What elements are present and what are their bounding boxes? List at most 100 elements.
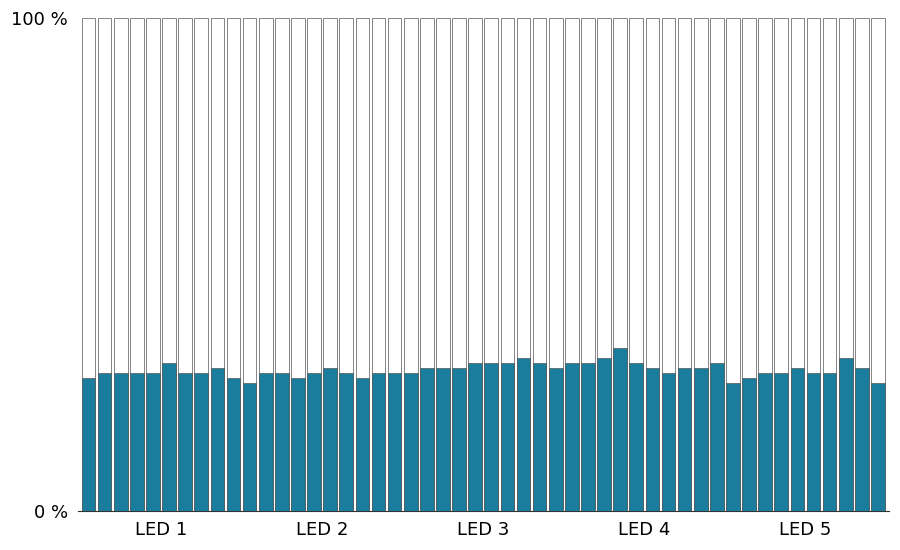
Bar (259, 18, 273, 511)
Bar (774, 373, 788, 511)
Bar (404, 18, 418, 511)
Bar (581, 18, 595, 511)
Bar (194, 373, 208, 511)
Bar (839, 18, 852, 511)
Bar (227, 378, 240, 511)
Bar (645, 368, 659, 511)
Bar (726, 18, 740, 511)
Bar (871, 383, 885, 511)
Bar (178, 373, 192, 511)
Bar (291, 378, 305, 511)
Bar (565, 18, 579, 511)
Bar (839, 358, 852, 511)
Bar (484, 363, 498, 511)
Bar (275, 18, 289, 511)
Bar (694, 368, 707, 511)
Bar (549, 18, 562, 511)
Bar (211, 18, 224, 511)
Bar (339, 18, 353, 511)
Bar (710, 18, 724, 511)
Bar (790, 368, 805, 511)
Bar (759, 373, 772, 511)
Bar (356, 378, 369, 511)
Bar (243, 18, 256, 511)
Bar (565, 363, 579, 511)
Bar (194, 18, 208, 511)
Bar (726, 383, 740, 511)
Bar (388, 18, 401, 511)
Bar (307, 373, 321, 511)
Bar (436, 368, 450, 511)
Bar (694, 18, 707, 511)
Bar (823, 18, 836, 511)
Bar (162, 363, 176, 511)
Bar (549, 368, 562, 511)
Bar (227, 18, 240, 511)
Bar (98, 373, 112, 511)
Bar (130, 18, 144, 511)
Bar (275, 373, 289, 511)
Bar (613, 18, 627, 511)
Bar (517, 18, 530, 511)
Bar (662, 373, 675, 511)
Bar (468, 18, 482, 511)
Bar (678, 368, 691, 511)
Bar (146, 373, 160, 511)
Bar (114, 373, 128, 511)
Bar (629, 18, 643, 511)
Bar (855, 18, 868, 511)
Bar (82, 378, 95, 511)
Bar (517, 358, 530, 511)
Bar (211, 368, 224, 511)
Bar (388, 373, 401, 511)
Bar (598, 358, 611, 511)
Bar (759, 18, 772, 511)
Bar (162, 18, 176, 511)
Bar (307, 18, 321, 511)
Bar (790, 18, 805, 511)
Bar (468, 363, 482, 511)
Bar (146, 18, 160, 511)
Bar (806, 373, 820, 511)
Bar (130, 373, 144, 511)
Bar (742, 18, 756, 511)
Bar (598, 18, 611, 511)
Bar (806, 18, 820, 511)
Bar (500, 18, 514, 511)
Bar (356, 18, 369, 511)
Bar (855, 368, 868, 511)
Bar (178, 18, 192, 511)
Bar (581, 363, 595, 511)
Bar (372, 373, 385, 511)
Bar (452, 368, 466, 511)
Bar (662, 18, 675, 511)
Bar (436, 18, 450, 511)
Bar (291, 18, 305, 511)
Bar (420, 18, 434, 511)
Bar (484, 18, 498, 511)
Bar (452, 18, 466, 511)
Bar (420, 368, 434, 511)
Bar (323, 368, 337, 511)
Bar (372, 18, 385, 511)
Bar (742, 378, 756, 511)
Bar (243, 383, 256, 511)
Bar (323, 18, 337, 511)
Bar (259, 373, 273, 511)
Bar (82, 18, 95, 511)
Bar (678, 18, 691, 511)
Bar (339, 373, 353, 511)
Bar (114, 18, 128, 511)
Bar (871, 18, 885, 511)
Bar (645, 18, 659, 511)
Bar (710, 363, 724, 511)
Bar (533, 363, 546, 511)
Bar (533, 18, 546, 511)
Bar (629, 363, 643, 511)
Bar (98, 18, 112, 511)
Bar (613, 349, 627, 511)
Bar (500, 363, 514, 511)
Bar (404, 373, 418, 511)
Bar (774, 18, 788, 511)
Bar (823, 373, 836, 511)
